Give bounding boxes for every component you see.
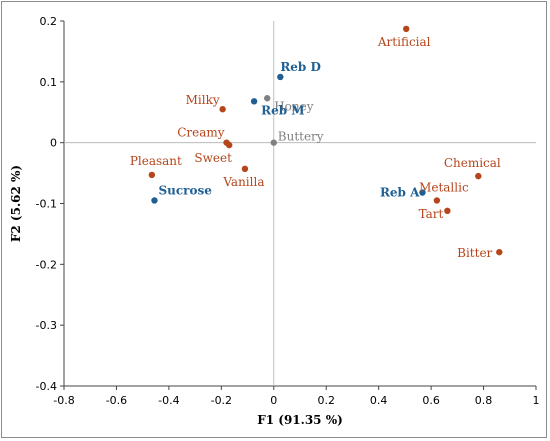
- x-tick-label: -0.4: [158, 394, 179, 407]
- axes: [63, 21, 536, 387]
- y-tick-label: -0.2: [36, 258, 57, 271]
- x-tick-label: 0.4: [370, 394, 388, 407]
- y-tick-label: -0.1: [36, 198, 57, 211]
- point-chemical: [475, 172, 482, 180]
- x-tick-label: 0.6: [422, 394, 440, 407]
- y-tick-label: -0.4: [36, 380, 57, 393]
- x-tick-label: -0.8: [53, 394, 74, 407]
- point-buttery: [270, 139, 277, 146]
- label-creamy: Creamy: [177, 126, 225, 140]
- point-vanilla: [241, 165, 249, 173]
- x-tick-label: -0.6: [106, 394, 127, 407]
- point-bitter: [496, 248, 503, 256]
- point-artificial: [403, 25, 410, 33]
- label-sweet: Sweet: [194, 151, 232, 165]
- x-tick-label: 0: [270, 394, 277, 407]
- label-milky: Milky: [186, 93, 220, 107]
- label-reb-m: Reb M: [261, 103, 304, 117]
- y-axis-title: F2 (5.62 %): [9, 165, 23, 242]
- label-tart: Tart: [419, 207, 444, 221]
- tick-labels: -0.8 -0.6 -0.4 -0.2 0 0.2 0.4 0.6 0.8 1 0.2 0.1 0 -0.…: [36, 15, 540, 407]
- label-artificial: Artificial: [377, 35, 431, 49]
- point-reb-d: [277, 73, 284, 81]
- point-milky: [219, 106, 226, 113]
- label-reb-a: Reb A: [380, 186, 420, 200]
- x-tick-label: 0.2: [317, 394, 335, 407]
- x-tick-label: -0.2: [211, 394, 232, 407]
- y-tick-label: 0.1: [40, 76, 58, 89]
- x-tick-label: 1: [533, 394, 540, 407]
- label-metallic: Metallic: [419, 180, 469, 194]
- label-honey: Honey: [274, 99, 314, 113]
- y-tick-label: 0: [50, 137, 57, 150]
- label-chemical: Chemical: [444, 156, 501, 170]
- point-metallic: [433, 197, 441, 204]
- point-tart: [444, 207, 451, 214]
- point-honey: [264, 95, 271, 102]
- point-reb-a: [419, 189, 426, 196]
- label-buttery: Buttery: [278, 130, 324, 144]
- x-tick-label: 0.8: [475, 394, 493, 407]
- label-reb-d: Reb D: [280, 60, 321, 74]
- point-pleasant: [148, 171, 156, 179]
- label-vanilla: Vanilla: [222, 175, 264, 189]
- data-points: [148, 25, 503, 256]
- point-sweet: [226, 141, 233, 149]
- y-tick-label: 0.2: [40, 15, 58, 28]
- y-tick-label: -0.3: [36, 319, 57, 332]
- x-axis-title: F1 (91.35 %): [257, 413, 343, 427]
- label-pleasant: Pleasant: [130, 154, 182, 168]
- point-sucrose: [151, 197, 158, 204]
- label-sucrose: Sucrose: [158, 183, 212, 197]
- point-reb-m: [250, 98, 258, 105]
- label-bitter: Bitter: [457, 246, 492, 260]
